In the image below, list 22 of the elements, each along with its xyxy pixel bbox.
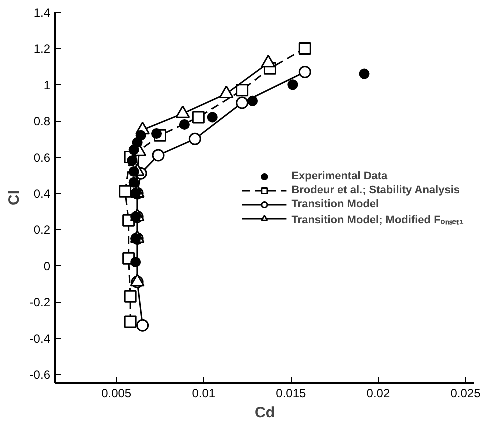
y-tick-label: 0.2 [34, 223, 51, 238]
y-tick-label: 0.8 [34, 114, 51, 129]
y-tick-label: 0 [44, 259, 51, 274]
y-tick-label: 1 [44, 78, 51, 92]
y-tick-label: 1.4 [34, 6, 51, 20]
x-tick-label: 0.02 [366, 386, 390, 400]
x-tick-label: 0.01 [192, 386, 216, 400]
y-tick-label: -0.6 [30, 368, 51, 382]
y-tick-label: 0.6 [34, 150, 51, 165]
x-tick-label: 0.015 [276, 386, 307, 400]
y-tick-label: -0.4 [30, 332, 51, 346]
legend-label: Brodeur et al.; Stability Analysis [292, 183, 460, 197]
legend-label: Experimental Data [292, 169, 388, 183]
y-tick-label: 0.4 [34, 186, 51, 201]
x-tick-label: 0.025 [450, 386, 482, 400]
y-axis-title: Cl [6, 190, 23, 206]
y-tick-label: 1.2 [34, 42, 51, 56]
x-tick-label: 0.005 [102, 386, 132, 400]
y-tick-label: -0.2 [30, 296, 51, 310]
x-axis-title: Cd [255, 404, 275, 422]
legend-label: Transition Model [292, 197, 380, 211]
legend-label: Transition Model; Modified Fₒₙₛₑₜ₁ [292, 213, 464, 226]
